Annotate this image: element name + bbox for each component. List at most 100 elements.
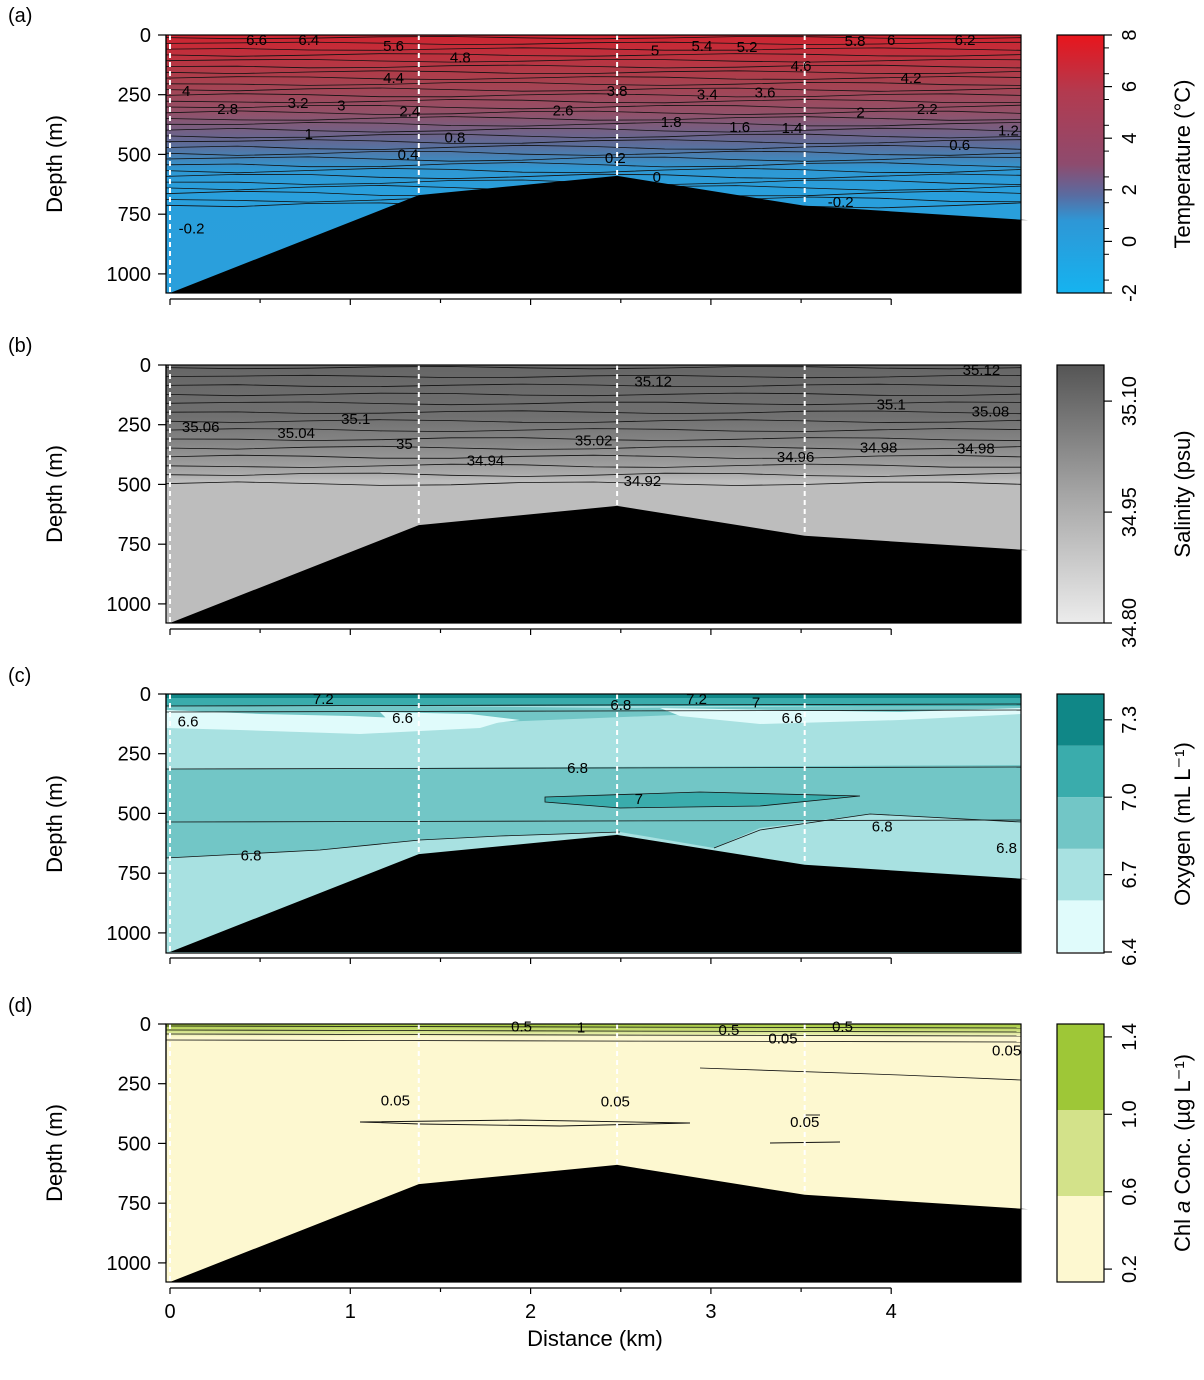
colorbar-band bbox=[1057, 694, 1104, 746]
x-axis-ticks bbox=[169, 957, 892, 964]
contour-label: 0.2 bbox=[605, 150, 626, 167]
contour-line bbox=[165, 766, 1022, 770]
contour-line bbox=[165, 481, 1022, 486]
station-lines bbox=[169, 365, 1030, 623]
contour-label: 3.8 bbox=[607, 83, 628, 100]
contour-line bbox=[165, 64, 1022, 69]
contour-line bbox=[359, 1119, 691, 1127]
colorbar-tick-label: 0.6 bbox=[1119, 1178, 1141, 1206]
contour-line bbox=[165, 1029, 1022, 1033]
contour-line bbox=[165, 144, 1022, 150]
colorbar-tick-label: 34.80 bbox=[1119, 598, 1141, 648]
contour-label: 5.6 bbox=[383, 38, 404, 55]
y-axis: 0 250 500 750 1000 bbox=[107, 355, 167, 616]
contour-line bbox=[165, 47, 1022, 51]
contour-label: 3.2 bbox=[288, 95, 309, 112]
contour-label: 6.8 bbox=[872, 819, 893, 836]
contour-line bbox=[165, 819, 1022, 823]
contour-label: 6.8 bbox=[610, 697, 631, 714]
y-axis: 0 250 500 750 1000 bbox=[107, 25, 167, 286]
seafloor bbox=[166, 175, 1029, 293]
contour-label: 34.98 bbox=[860, 439, 898, 456]
contour-label: 0.05 bbox=[790, 1114, 819, 1131]
contour-label: 5.4 bbox=[691, 38, 712, 55]
contour-line bbox=[165, 1039, 1022, 1043]
contour-label: 1.8 bbox=[661, 114, 682, 131]
contour-label: 1.4 bbox=[782, 120, 803, 137]
contour-line bbox=[165, 1025, 1022, 1029]
contour-label: 1.6 bbox=[729, 119, 750, 136]
panel-label: (b) bbox=[8, 335, 32, 357]
contour-label: 0.6 bbox=[949, 137, 970, 154]
x-axis-ticks bbox=[169, 628, 892, 635]
colorbar-title-pre: Chl bbox=[1170, 1213, 1195, 1252]
contour-label: 34.94 bbox=[467, 453, 505, 470]
contour-label: 0.05 bbox=[601, 1094, 630, 1111]
contour-line bbox=[165, 99, 1021, 104]
contour-line bbox=[165, 419, 1022, 423]
x-axis-ticks bbox=[169, 298, 892, 305]
colorbar bbox=[1056, 34, 1105, 294]
contour-label: 35.12 bbox=[634, 374, 672, 391]
colorbar-title: Temperature (°C) bbox=[1170, 80, 1195, 249]
contour-label: 35.1 bbox=[877, 396, 906, 413]
contour-label: 1 bbox=[577, 1020, 585, 1037]
contour-label: 4 bbox=[182, 83, 190, 100]
seafloor bbox=[166, 1164, 1029, 1282]
y-tick-label: 0 bbox=[140, 25, 151, 47]
y-tick-label: 1000 bbox=[107, 1253, 152, 1275]
contour-label: 35.06 bbox=[182, 419, 220, 436]
contour-label: 3.4 bbox=[697, 87, 718, 104]
contour-label: 6.4 bbox=[298, 32, 319, 49]
contour-line bbox=[165, 87, 1022, 92]
contour-label: 35.02 bbox=[575, 432, 613, 449]
contour-label: 1 bbox=[305, 126, 313, 143]
y-tick-label: 250 bbox=[118, 744, 151, 766]
y-tick-label: 250 bbox=[118, 415, 151, 437]
station-lines bbox=[169, 35, 1030, 293]
salinity-contour-labels: 35.12 35.12 35.1 35.1 35.08 35.06 35.04 35 35.02… bbox=[182, 362, 1009, 490]
panel-label: (c) bbox=[8, 665, 31, 687]
colorbar-band bbox=[1057, 1196, 1104, 1282]
y-axis: 0 250 500 750 1000 bbox=[107, 684, 167, 945]
contour-label: 5.8 bbox=[845, 33, 866, 50]
contour-label: 2.8 bbox=[217, 101, 238, 118]
contour-line bbox=[165, 93, 1022, 98]
contour-label: 1.2 bbox=[998, 123, 1019, 140]
colorbar-title: Salinity (psu) bbox=[1170, 430, 1195, 557]
y-tick-label: 1000 bbox=[107, 594, 152, 616]
contour-line bbox=[165, 428, 1022, 433]
contour-line bbox=[699, 1067, 1022, 1081]
y-axis-title: Depth (m) bbox=[42, 115, 67, 213]
x-tick-label: 4 bbox=[886, 1301, 897, 1323]
colorbar-tick-label: 0 bbox=[1119, 236, 1141, 247]
contour-label: 4.8 bbox=[450, 50, 471, 67]
contour-line bbox=[165, 162, 1022, 168]
contour-line bbox=[165, 472, 1022, 477]
contour-label: 34.96 bbox=[777, 449, 815, 466]
colorbar-ticks: 8 6 4 2 0 -2 bbox=[1104, 29, 1141, 302]
contour-label: 6.6 bbox=[178, 714, 199, 731]
colorbar-tick-label: 6.7 bbox=[1119, 861, 1141, 889]
contour-label: 0.05 bbox=[768, 1030, 797, 1047]
contour-line bbox=[165, 1033, 1022, 1037]
contour-label: 2.6 bbox=[553, 102, 574, 119]
contour-line bbox=[165, 156, 1022, 162]
contour-line bbox=[544, 791, 861, 809]
contour-label: -0.2 bbox=[828, 194, 854, 211]
contour-line bbox=[165, 401, 1022, 406]
contour-label: 0.5 bbox=[832, 1018, 853, 1035]
y-tick-label: 750 bbox=[118, 1193, 151, 1215]
contour-label: 2.2 bbox=[917, 101, 938, 118]
oxygen-low-band bbox=[380, 712, 520, 726]
oxygen-mid-band bbox=[166, 765, 1021, 858]
contour-label: 3.6 bbox=[755, 84, 776, 101]
contour-line bbox=[165, 173, 1022, 180]
colorbar bbox=[1057, 694, 1104, 952]
contour-label: 6.8 bbox=[567, 760, 588, 777]
contour-line bbox=[165, 133, 1022, 139]
colorbar-ticks: 35.10 34.95 34.80 bbox=[1104, 376, 1141, 648]
contour-line bbox=[165, 454, 1022, 459]
colorbar-band bbox=[1057, 1024, 1104, 1110]
